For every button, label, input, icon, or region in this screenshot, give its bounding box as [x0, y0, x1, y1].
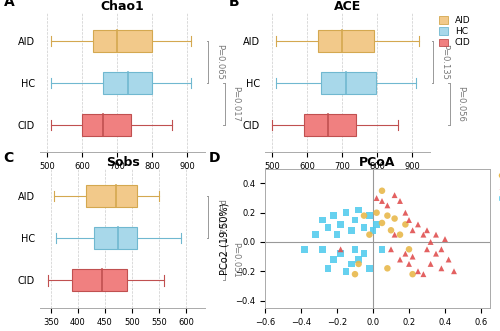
AID — [372, 210, 380, 215]
CID — [378, 247, 386, 252]
Title: PCoA: PCoA — [360, 156, 396, 169]
Bar — [82, 114, 132, 136]
HC — [372, 195, 380, 201]
AID — [378, 188, 386, 193]
HC — [438, 247, 446, 252]
HC — [432, 232, 440, 237]
CID — [330, 257, 338, 262]
Text: A: A — [4, 0, 15, 9]
Bar — [318, 30, 374, 52]
HC — [414, 222, 422, 227]
HC — [423, 247, 431, 252]
CID — [369, 228, 377, 233]
HC — [414, 268, 422, 274]
CID — [354, 257, 362, 262]
Bar — [72, 269, 126, 291]
AID — [402, 222, 409, 227]
AID — [354, 261, 362, 266]
Bar — [94, 227, 138, 249]
CID — [348, 261, 356, 266]
HC — [444, 257, 452, 262]
Bar — [92, 30, 152, 52]
Legend: AID, HC, CID: AID, HC, CID — [438, 15, 472, 48]
Bar — [86, 185, 138, 207]
CID — [366, 266, 374, 271]
HC — [387, 247, 395, 252]
CID — [360, 225, 368, 230]
AID — [387, 228, 395, 233]
AID — [384, 266, 392, 271]
HC — [408, 254, 416, 259]
Text: P=0.135: P=0.135 — [440, 44, 449, 80]
AID — [366, 232, 374, 237]
HC — [432, 251, 440, 256]
CID — [372, 222, 380, 227]
HC — [396, 198, 404, 204]
Text: D: D — [209, 151, 220, 165]
Text: P=0.056: P=0.056 — [456, 86, 466, 122]
CID — [354, 207, 362, 213]
AID — [378, 220, 386, 226]
CID — [333, 232, 341, 237]
CID — [366, 213, 374, 218]
Title: Sobs: Sobs — [106, 156, 140, 169]
CID — [330, 213, 338, 218]
CID — [318, 247, 326, 252]
HC — [384, 203, 392, 208]
CID — [351, 247, 359, 252]
CID — [342, 268, 350, 274]
CID — [324, 266, 332, 271]
Text: C: C — [4, 151, 14, 165]
CID — [300, 247, 308, 252]
HC — [402, 210, 409, 215]
Title: Chao1: Chao1 — [100, 0, 144, 13]
HC — [426, 239, 434, 245]
Bar — [304, 114, 356, 136]
HC — [426, 261, 434, 266]
HC — [441, 236, 449, 242]
CID — [336, 251, 344, 256]
HC — [450, 268, 458, 274]
HC — [423, 228, 431, 233]
HC — [438, 266, 446, 271]
Y-axis label: PCo2 (19.50%): PCo2 (19.50%) — [220, 202, 230, 274]
HC — [396, 257, 404, 262]
CID — [324, 225, 332, 230]
Bar — [103, 72, 152, 94]
CID — [351, 217, 359, 223]
HC — [336, 247, 344, 252]
HC — [420, 271, 428, 277]
Text: P=0.104: P=0.104 — [215, 199, 224, 235]
Text: B: B — [228, 0, 239, 9]
CID — [360, 251, 368, 256]
AID — [360, 213, 368, 218]
HC — [420, 232, 428, 237]
Text: P=0.065: P=0.065 — [215, 44, 224, 80]
AID — [405, 247, 413, 252]
HC — [390, 232, 398, 237]
CID — [312, 232, 320, 237]
CID — [336, 222, 344, 227]
HC — [378, 198, 386, 204]
AID — [384, 213, 392, 218]
Bar — [321, 72, 376, 94]
HC — [405, 217, 413, 223]
AID — [390, 216, 398, 221]
AID — [351, 271, 359, 277]
Title: ACE: ACE — [334, 0, 361, 13]
CID — [342, 210, 350, 215]
HC — [405, 261, 413, 266]
AID — [408, 271, 416, 277]
HC — [402, 251, 409, 256]
Legend: AID, HC, CID: AID, HC, CID — [497, 170, 500, 204]
HC — [408, 228, 416, 233]
HC — [390, 193, 398, 198]
CID — [318, 217, 326, 223]
Text: P=0.017: P=0.017 — [232, 86, 240, 122]
CID — [348, 228, 356, 233]
Text: P=0.051: P=0.051 — [232, 242, 240, 277]
AID — [396, 232, 404, 237]
